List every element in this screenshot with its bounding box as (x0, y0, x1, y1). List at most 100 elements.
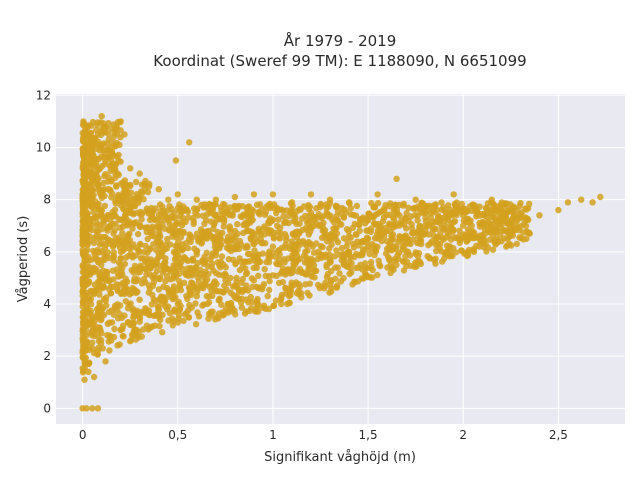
scatter-point (174, 243, 181, 250)
scatter-point (155, 211, 163, 219)
scatter-point (270, 229, 278, 237)
scatter-point (274, 260, 281, 268)
scatter-point (476, 203, 483, 210)
scatter-point (98, 113, 105, 120)
scatter-point (124, 240, 131, 248)
scatter-point (256, 201, 264, 208)
scatter-point (141, 248, 148, 256)
scatter-point (243, 205, 251, 212)
scatter-point (166, 309, 174, 317)
scatter-point (339, 204, 346, 212)
scatter-point (144, 188, 152, 196)
scatter-point (493, 238, 500, 246)
scatter-point (412, 196, 419, 203)
scatter-point (136, 170, 143, 177)
scatter-point (479, 219, 486, 227)
scatter-point (132, 308, 139, 315)
y-tick-label: 2 (43, 349, 51, 363)
scatter-point (269, 191, 277, 198)
scatter-point (331, 253, 338, 260)
scatter-point (153, 267, 161, 275)
scatter-point (288, 199, 296, 206)
scatter-point (250, 191, 258, 198)
scatter-point (486, 220, 494, 227)
scatter-point (220, 261, 227, 268)
scatter-point (211, 220, 218, 227)
scatter-point (296, 283, 303, 290)
scatter-point (152, 297, 159, 305)
scatter-point (212, 287, 220, 295)
scatter-point (91, 287, 99, 294)
scatter-point (275, 216, 282, 223)
scatter-point (376, 230, 383, 237)
scatter-point (94, 405, 102, 412)
scatter-point (283, 233, 290, 241)
scatter-point (486, 236, 494, 243)
scatter-point (498, 217, 505, 224)
scatter-point (85, 310, 92, 317)
scatter-point (197, 226, 205, 233)
scatter-point (402, 214, 409, 222)
scatter-point (353, 231, 360, 238)
scatter-point (282, 244, 289, 251)
scatter-point (376, 209, 383, 216)
scatter-point (441, 255, 448, 262)
scatter-point (154, 233, 162, 240)
scatter-point (403, 209, 410, 217)
scatter-point (189, 214, 197, 222)
scatter-point (186, 231, 193, 238)
x-tick-label: 1,5 (359, 428, 378, 442)
scatter-point (353, 250, 360, 258)
scatter-point (340, 214, 348, 221)
scatter-point (296, 238, 303, 245)
scatter-point (364, 273, 371, 281)
scatter-point (520, 229, 527, 236)
scatter-point (79, 165, 87, 172)
scatter-point (96, 286, 104, 293)
scatter-point (176, 305, 183, 313)
scatter-point (194, 309, 201, 316)
scatter-point (264, 292, 271, 300)
scatter-point (226, 225, 233, 232)
scatter-point (100, 296, 108, 303)
scatter-point (100, 220, 107, 227)
scatter-point (226, 204, 234, 211)
scatter-point (167, 276, 174, 283)
scatter-point (382, 202, 389, 209)
scatter-point (365, 210, 372, 217)
scatter-point (371, 235, 379, 242)
scatter-point (167, 289, 174, 297)
scatter-point (108, 194, 115, 201)
scatter-point (97, 165, 104, 172)
scatter-point (505, 233, 513, 241)
scatter-point (503, 200, 511, 207)
scatter-point (166, 203, 173, 210)
scatter-point (173, 234, 180, 241)
scatter-point (266, 252, 274, 260)
scatter-point (483, 205, 490, 212)
scatter-point (287, 208, 294, 216)
scatter-point (106, 237, 114, 244)
scatter-point (564, 199, 572, 206)
scatter-point (129, 225, 136, 232)
scatter-point (297, 289, 305, 297)
grid-lines (56, 94, 625, 424)
scatter-point (134, 230, 142, 238)
scatter-point (343, 263, 350, 270)
scatter-point (242, 265, 249, 272)
scatter-point (84, 197, 92, 204)
scatter-point (136, 296, 143, 303)
scatter-point (272, 253, 279, 260)
scatter-point (416, 205, 423, 212)
scatter-point (149, 323, 156, 330)
scatter-point (270, 302, 277, 310)
scatter-point (441, 225, 448, 232)
scatter-point (125, 218, 133, 225)
scatter-point (396, 212, 403, 219)
scatter-point (422, 222, 429, 229)
scatter-point (89, 118, 97, 126)
scatter-point (352, 264, 360, 272)
scatter-point (218, 301, 225, 308)
scatter-point (345, 199, 353, 206)
scatter-point (399, 243, 406, 250)
